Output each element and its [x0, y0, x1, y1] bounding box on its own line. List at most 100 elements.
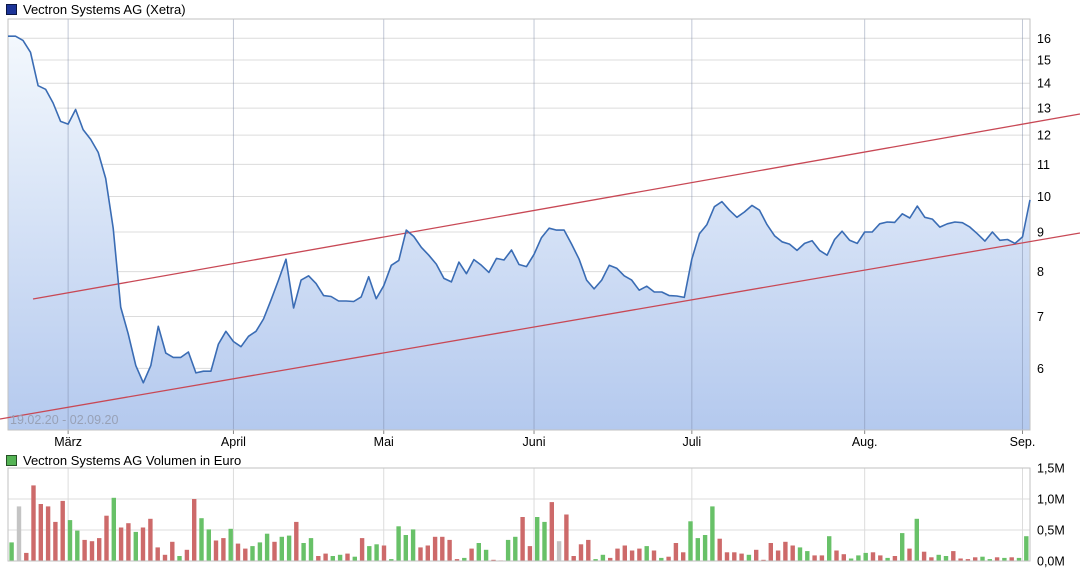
- volume-bar: [681, 552, 686, 561]
- volume-bar: [965, 559, 971, 561]
- volume-bar: [907, 548, 912, 561]
- volume-bar: [60, 500, 65, 561]
- price-axis-label: 7: [1037, 310, 1044, 324]
- volume-bar: [82, 539, 87, 561]
- volume-legend-square-icon: [6, 455, 17, 466]
- volume-bar: [775, 550, 781, 561]
- volume-bar: [250, 546, 255, 561]
- month-label: Juni: [523, 435, 546, 449]
- volume-bar: [615, 548, 620, 561]
- volume-axis-label: 0,0M: [1037, 555, 1065, 569]
- volume-bar: [454, 559, 460, 561]
- price-axis-label: 16: [1037, 32, 1051, 46]
- volume-bar: [140, 527, 146, 561]
- volume-bar: [834, 550, 839, 561]
- volume-bar: [637, 548, 642, 561]
- price-axis-label: 10: [1037, 190, 1051, 204]
- volume-bar: [410, 529, 416, 561]
- volume-bar: [9, 542, 14, 561]
- volume-bar: [316, 556, 321, 561]
- month-label: Juli: [682, 435, 701, 449]
- volume-bar: [827, 536, 832, 561]
- volume-bar: [586, 539, 591, 561]
- volume-legend: Vectron Systems AG Volumen in Euro: [6, 453, 241, 468]
- price-legend: Vectron Systems AG (Xetra): [6, 2, 186, 17]
- price-plot-frame[interactable]: [7, 18, 1031, 431]
- volume-bar: [75, 530, 80, 561]
- volume-bar: [710, 506, 715, 561]
- volume-bar: [483, 549, 489, 561]
- month-label: Mai: [374, 435, 394, 449]
- volume-bar: [761, 559, 766, 561]
- volume-bar: [337, 554, 343, 561]
- volume-bar: [45, 506, 51, 561]
- volume-bar: [148, 518, 153, 561]
- volume-bar: [797, 547, 803, 561]
- volume-bar: [790, 545, 795, 561]
- volume-plot-frame[interactable]: [7, 467, 1031, 562]
- volume-bar: [53, 521, 58, 561]
- month-label: März: [54, 435, 82, 449]
- volume-bar: [264, 533, 270, 561]
- price-axis-label: 8: [1037, 265, 1044, 279]
- volume-bar: [243, 548, 248, 561]
- volume-bar: [286, 535, 292, 561]
- volume-bar: [1016, 557, 1022, 561]
- volume-bar: [936, 554, 941, 561]
- volume-bar: [593, 559, 598, 561]
- volume-bar: [381, 545, 387, 561]
- volume-bar: [367, 546, 372, 561]
- volume-bar: [564, 514, 569, 561]
- volume-bar: [24, 552, 29, 561]
- volume-bar: [746, 554, 752, 561]
- volume-bar: [659, 557, 664, 561]
- volume-bar: [162, 554, 168, 561]
- volume-bar: [856, 555, 861, 561]
- volume-bar: [155, 547, 160, 561]
- volume-bar: [987, 559, 992, 561]
- volume-axis-label: 0,5M: [1037, 524, 1065, 538]
- price-axis-label: 9: [1037, 225, 1044, 239]
- volume-bar: [819, 555, 825, 561]
- volume-bar: [425, 545, 430, 561]
- volume-bar: [841, 554, 846, 561]
- volume-bar: [491, 559, 496, 561]
- volume-bar: [133, 531, 138, 561]
- price-area-fill: [8, 36, 1030, 430]
- volume-bar: [257, 542, 263, 561]
- volume-axis-label: 1,5M: [1037, 462, 1065, 476]
- volume-bar: [994, 557, 1000, 561]
- volume-bar: [608, 557, 613, 561]
- volume-bar: [973, 557, 978, 561]
- volume-bar: [805, 551, 810, 561]
- volume-bar: [600, 554, 606, 561]
- volume-bar: [921, 551, 927, 561]
- volume-bar: [571, 556, 576, 561]
- month-label: April: [221, 435, 246, 449]
- volume-bar: [31, 485, 36, 561]
- volume-bar: [294, 521, 299, 561]
- volume-bar: [783, 541, 788, 561]
- volume-bar: [754, 549, 759, 561]
- volume-bar: [622, 545, 627, 561]
- volume-bar: [542, 521, 547, 561]
- trendline-upper-resistance: [32, 113, 1080, 300]
- volume-bar: [549, 502, 554, 561]
- volume-bar: [221, 538, 226, 561]
- volume-bar: [1002, 557, 1007, 561]
- volume-bar: [228, 528, 233, 561]
- volume-bar: [556, 541, 562, 561]
- price-legend-square-icon: [6, 4, 17, 15]
- volume-bar: [323, 553, 328, 561]
- volume-bar: [206, 529, 211, 561]
- volume-bar: [352, 556, 357, 561]
- trendline-lower-support: [0, 232, 1080, 420]
- volume-bar: [739, 553, 744, 561]
- volume-bar: [359, 538, 365, 561]
- volume-bar: [330, 556, 335, 561]
- volume-bar: [1009, 557, 1014, 561]
- volume-bar: [505, 539, 511, 561]
- volume-bar: [863, 552, 868, 561]
